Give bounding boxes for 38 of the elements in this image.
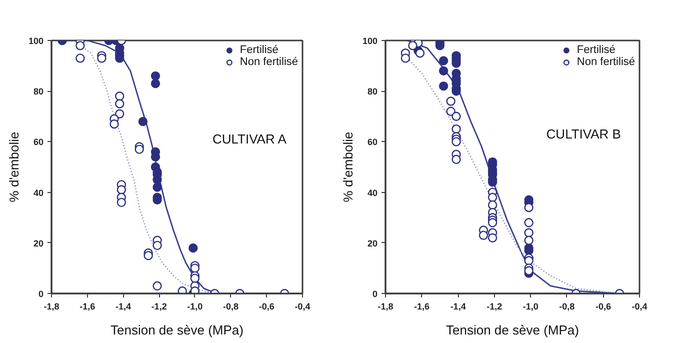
y-tick-label: 0: [372, 289, 378, 299]
y-tick-label: 20: [33, 238, 44, 248]
x-tick-label: -1,0: [187, 302, 203, 312]
legend-label: Non fertilisé: [576, 56, 635, 68]
x-tick-label: -0,6: [258, 302, 274, 312]
y-tick-label: 100: [362, 36, 378, 46]
legend-label: Fertilisé: [240, 44, 278, 56]
x-tick-label: -1,4: [115, 302, 131, 312]
y-tick-label: 80: [33, 86, 44, 97]
legend-label: Fertilisé: [576, 44, 616, 56]
x-tick-label: -1,8: [44, 302, 60, 312]
y-tick-label: 60: [33, 137, 44, 148]
y-axis-title: % d'embolie: [6, 132, 22, 202]
x-tick-label: -1,0: [522, 302, 538, 312]
y-tick-label: 40: [33, 188, 44, 198]
annotation: CULTIVAR A: [212, 132, 287, 147]
x-axis-title: Tension de sève (MPa): [446, 322, 579, 338]
x-tick-label: -1,4: [450, 302, 466, 312]
x-tick-label: -0,8: [559, 302, 575, 312]
x-tick-label: -1,6: [80, 302, 96, 312]
x-tick-label: -1,8: [378, 302, 394, 312]
x-tick-label: -0,4: [632, 302, 648, 312]
y-tick-label: 0: [38, 289, 44, 299]
x-axis-title: Tension de sève (MPa): [110, 322, 244, 338]
y-tick-label: 80: [367, 86, 378, 97]
y-tick-label: 20: [367, 238, 378, 248]
annotation: CULTIVAR B: [546, 126, 621, 142]
legend-label: Non fertilisé: [240, 56, 298, 68]
y-tick-label: 40: [367, 188, 378, 198]
x-tick-label: -0,8: [223, 302, 239, 312]
y-tick-label: 100: [28, 36, 44, 46]
y-tick-label: 60: [367, 137, 378, 148]
x-tick-label: -1,6: [414, 302, 430, 312]
x-tick-label: -0,4: [294, 302, 310, 312]
x-tick-label: -1,2: [486, 302, 502, 312]
x-tick-label: -0,6: [595, 302, 611, 312]
x-tick-label: -1,2: [151, 302, 167, 312]
y-axis-title: % d'embolie: [340, 132, 356, 202]
